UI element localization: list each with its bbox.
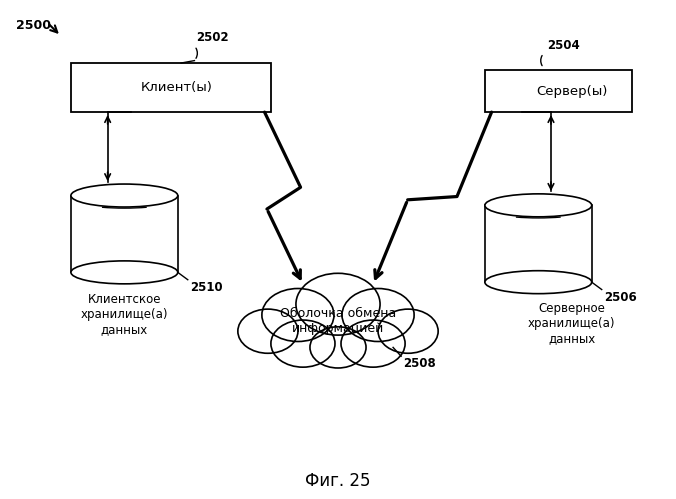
Circle shape xyxy=(296,273,380,335)
Text: Клиент(ы): Клиент(ы) xyxy=(141,81,213,94)
Bar xyxy=(71,196,178,272)
FancyBboxPatch shape xyxy=(485,70,632,112)
FancyBboxPatch shape xyxy=(71,63,271,112)
Circle shape xyxy=(262,288,334,341)
Text: Серверное
хранилище(а)
данных: Серверное хранилище(а) данных xyxy=(528,302,615,345)
Text: 2502: 2502 xyxy=(197,31,229,44)
Text: Клиентское
хранилище(а)
данных: Клиентское хранилище(а) данных xyxy=(80,293,168,336)
Circle shape xyxy=(271,320,335,367)
Text: Оболочка обмена
информацией: Оболочка обмена информацией xyxy=(280,307,396,335)
Text: 2508: 2508 xyxy=(403,357,436,370)
Text: Сервер(ы): Сервер(ы) xyxy=(536,85,608,98)
Circle shape xyxy=(310,327,366,368)
Text: 2504: 2504 xyxy=(547,39,580,52)
Ellipse shape xyxy=(485,270,592,293)
Circle shape xyxy=(238,309,298,353)
Circle shape xyxy=(342,288,414,341)
Circle shape xyxy=(378,309,438,353)
Ellipse shape xyxy=(71,184,178,207)
Text: 2510: 2510 xyxy=(190,281,222,294)
Text: 2500: 2500 xyxy=(16,19,51,32)
Text: 2506: 2506 xyxy=(604,291,637,304)
Text: Фиг. 25: Фиг. 25 xyxy=(306,472,370,490)
Circle shape xyxy=(341,320,405,367)
Ellipse shape xyxy=(71,261,178,284)
Bar xyxy=(485,206,592,282)
Ellipse shape xyxy=(485,194,592,217)
